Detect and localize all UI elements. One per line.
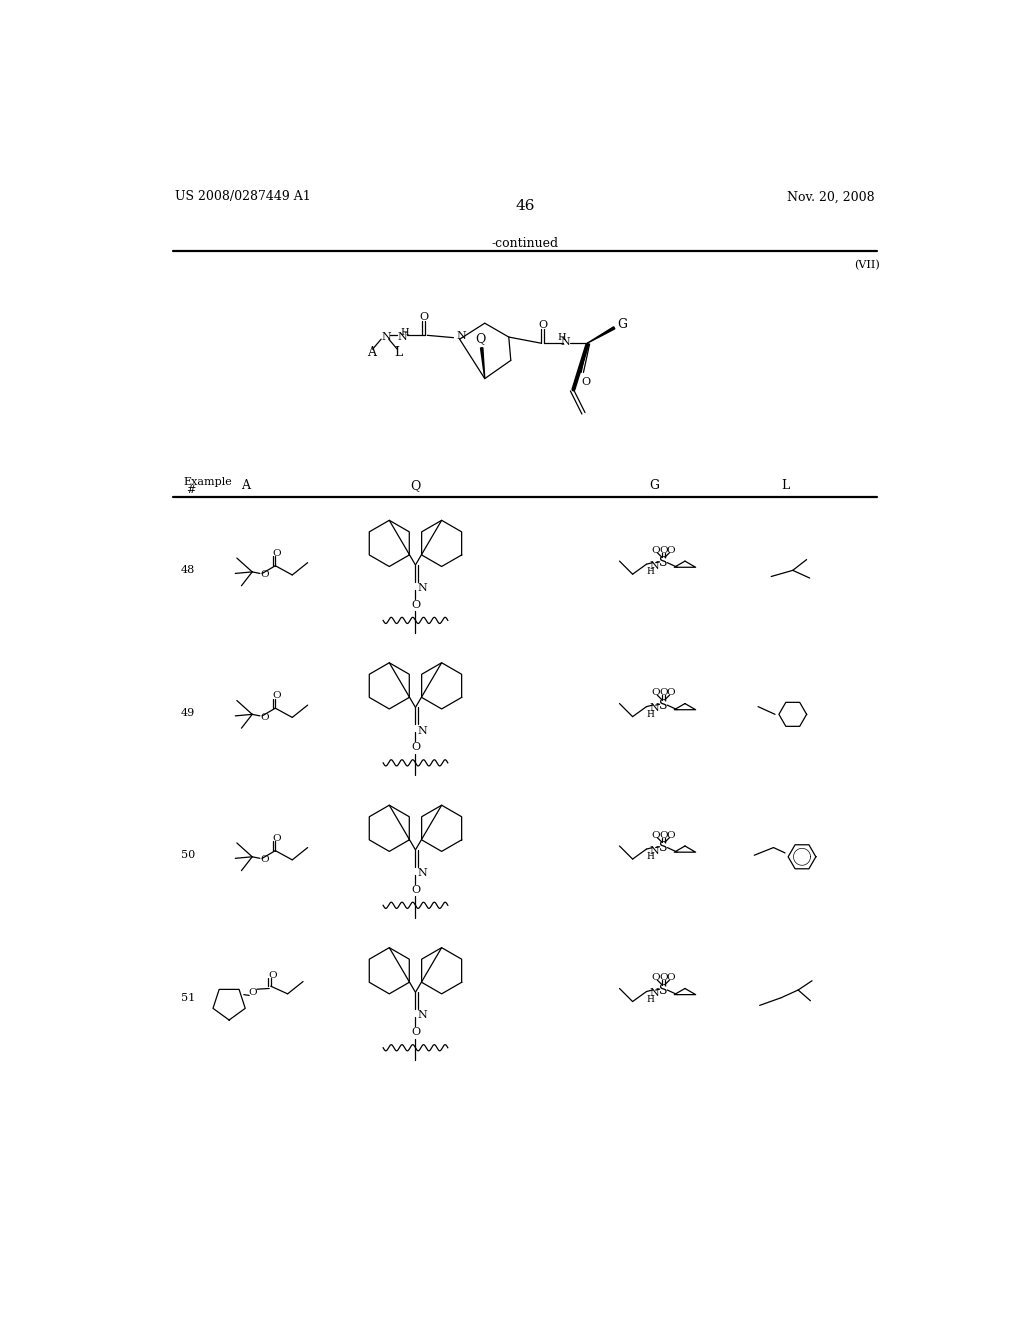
Text: O: O	[419, 312, 428, 322]
Text: N: N	[397, 331, 407, 342]
Text: 46: 46	[515, 199, 535, 213]
Text: Q: Q	[411, 479, 421, 492]
Text: O: O	[667, 830, 676, 840]
Text: O: O	[667, 973, 676, 982]
Text: 49: 49	[180, 708, 195, 718]
Text: N: N	[417, 1010, 427, 1020]
Text: O: O	[659, 546, 668, 554]
Text: N: N	[561, 337, 570, 347]
Text: H: H	[646, 710, 654, 719]
Text: O: O	[651, 830, 660, 840]
Text: N: N	[649, 704, 659, 713]
Text: S: S	[659, 983, 668, 997]
Text: O: O	[667, 688, 676, 697]
Text: 48: 48	[180, 565, 195, 576]
Text: O: O	[411, 1027, 420, 1038]
Text: O: O	[659, 688, 668, 697]
Text: O: O	[272, 549, 282, 558]
Polygon shape	[588, 327, 614, 343]
Text: L: L	[394, 346, 402, 359]
Text: O: O	[260, 713, 269, 722]
Text: Nov. 20, 2008: Nov. 20, 2008	[786, 190, 874, 203]
Text: O: O	[260, 855, 269, 865]
Text: S: S	[659, 841, 668, 854]
Text: N: N	[649, 561, 659, 570]
Text: H: H	[558, 333, 566, 342]
Text: H: H	[646, 568, 654, 577]
Text: 50: 50	[180, 850, 195, 861]
Text: O: O	[667, 546, 676, 554]
Text: H: H	[646, 995, 654, 1003]
Text: O: O	[260, 570, 269, 579]
Text: Q: Q	[475, 333, 485, 345]
Text: H: H	[646, 853, 654, 861]
Text: (VII): (VII)	[854, 260, 880, 269]
Text: N: N	[382, 331, 391, 342]
Text: O: O	[411, 601, 420, 610]
Text: H: H	[400, 327, 410, 337]
Text: N: N	[417, 726, 427, 735]
Text: A: A	[367, 346, 376, 359]
Text: L: L	[781, 479, 790, 492]
Text: O: O	[268, 972, 276, 979]
Text: O: O	[659, 973, 668, 982]
Text: O: O	[538, 319, 547, 330]
Text: N: N	[417, 583, 427, 593]
Text: -continued: -continued	[492, 236, 558, 249]
Text: N: N	[649, 846, 659, 855]
Text: Example: Example	[183, 477, 231, 487]
Text: G: G	[649, 479, 659, 492]
Text: N: N	[649, 989, 659, 998]
Text: O: O	[651, 688, 660, 697]
Text: A: A	[242, 479, 251, 492]
Text: #: #	[186, 486, 196, 495]
Text: O: O	[248, 987, 257, 997]
Text: O: O	[582, 376, 590, 387]
Text: S: S	[659, 556, 668, 569]
Text: O: O	[272, 692, 282, 701]
Text: O: O	[411, 884, 420, 895]
Text: 51: 51	[180, 993, 195, 1003]
Text: O: O	[651, 973, 660, 982]
Polygon shape	[480, 347, 484, 379]
Text: O: O	[411, 742, 420, 752]
Text: S: S	[659, 698, 668, 711]
Text: O: O	[651, 546, 660, 554]
Text: US 2008/0287449 A1: US 2008/0287449 A1	[175, 190, 311, 203]
Text: O: O	[659, 830, 668, 840]
Text: N: N	[417, 869, 427, 878]
Text: N: N	[457, 331, 466, 341]
Text: O: O	[272, 834, 282, 842]
Text: G: G	[616, 318, 627, 331]
